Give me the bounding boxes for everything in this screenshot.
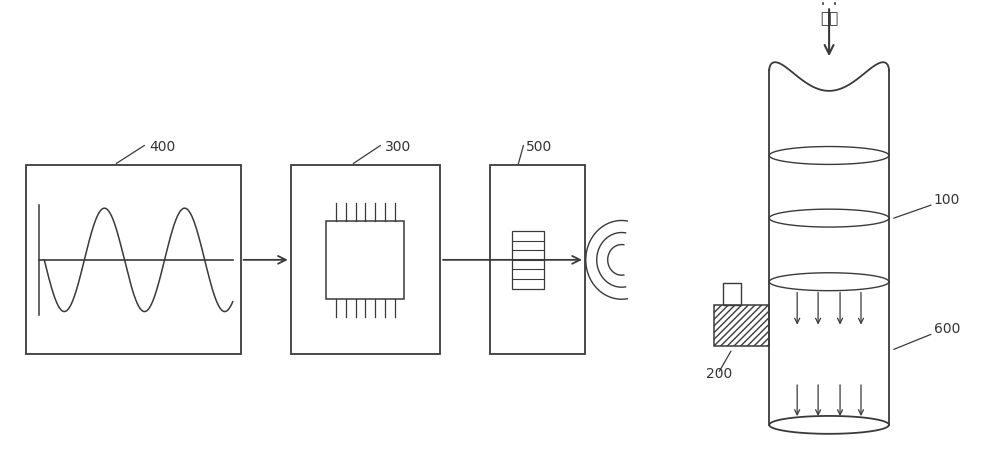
Bar [326, 221, 404, 299]
Text: 排气: 排气 [820, 11, 838, 26]
Bar [512, 231, 544, 289]
Bar [723, 283, 741, 305]
Text: 200: 200 [706, 367, 733, 381]
Bar [26, 165, 241, 354]
Text: 300: 300 [385, 139, 412, 154]
Bar [490, 165, 585, 354]
Text: 600: 600 [934, 323, 960, 336]
Bar [291, 165, 440, 354]
Text: 100: 100 [934, 193, 960, 207]
Bar [714, 305, 769, 346]
Text: 500: 500 [526, 139, 553, 154]
Text: 400: 400 [149, 139, 175, 154]
